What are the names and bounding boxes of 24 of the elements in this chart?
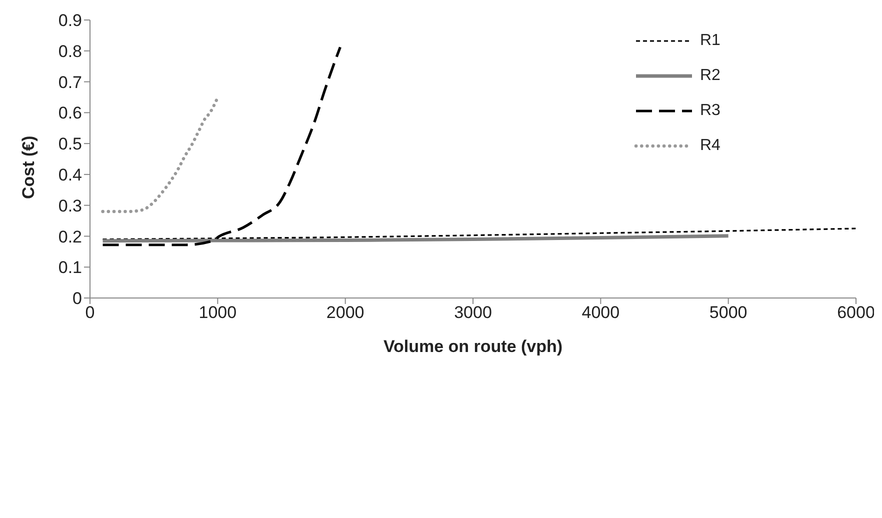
y-tick-label: 0.3 — [58, 196, 82, 216]
x-tick-label: 0 — [85, 303, 95, 322]
y-tick-label: 0.7 — [58, 72, 82, 92]
legend-label: R2 — [700, 66, 720, 84]
x-tick-label: 1000 — [198, 303, 237, 322]
legend-label: R4 — [700, 136, 720, 154]
y-axis-title: Cost (€) — [19, 136, 38, 199]
y-tick-label: 0.8 — [58, 42, 82, 61]
y-tick-label: 0.6 — [58, 104, 82, 123]
y-tick-label: 0.4 — [58, 165, 82, 184]
y-tick-label: 0.5 — [58, 134, 82, 154]
x-axis-title: Volume on route (vph) — [383, 337, 563, 356]
y-tick-label: 0.2 — [58, 227, 82, 246]
y-tick-label: 0.1 — [58, 258, 82, 278]
x-tick-label: 4000 — [582, 303, 620, 322]
x-tick-label: 5000 — [709, 303, 748, 322]
legend-label: R3 — [700, 102, 720, 120]
x-tick-label: 6000 — [837, 303, 875, 322]
x-tick-label: 3000 — [454, 303, 492, 322]
y-tick-label: 0.9 — [58, 11, 82, 30]
legend-label: R1 — [700, 32, 720, 50]
line-series — [101, 98, 218, 214]
x-tick-label: 2000 — [326, 303, 364, 322]
y-tick-label: 0 — [72, 289, 82, 308]
